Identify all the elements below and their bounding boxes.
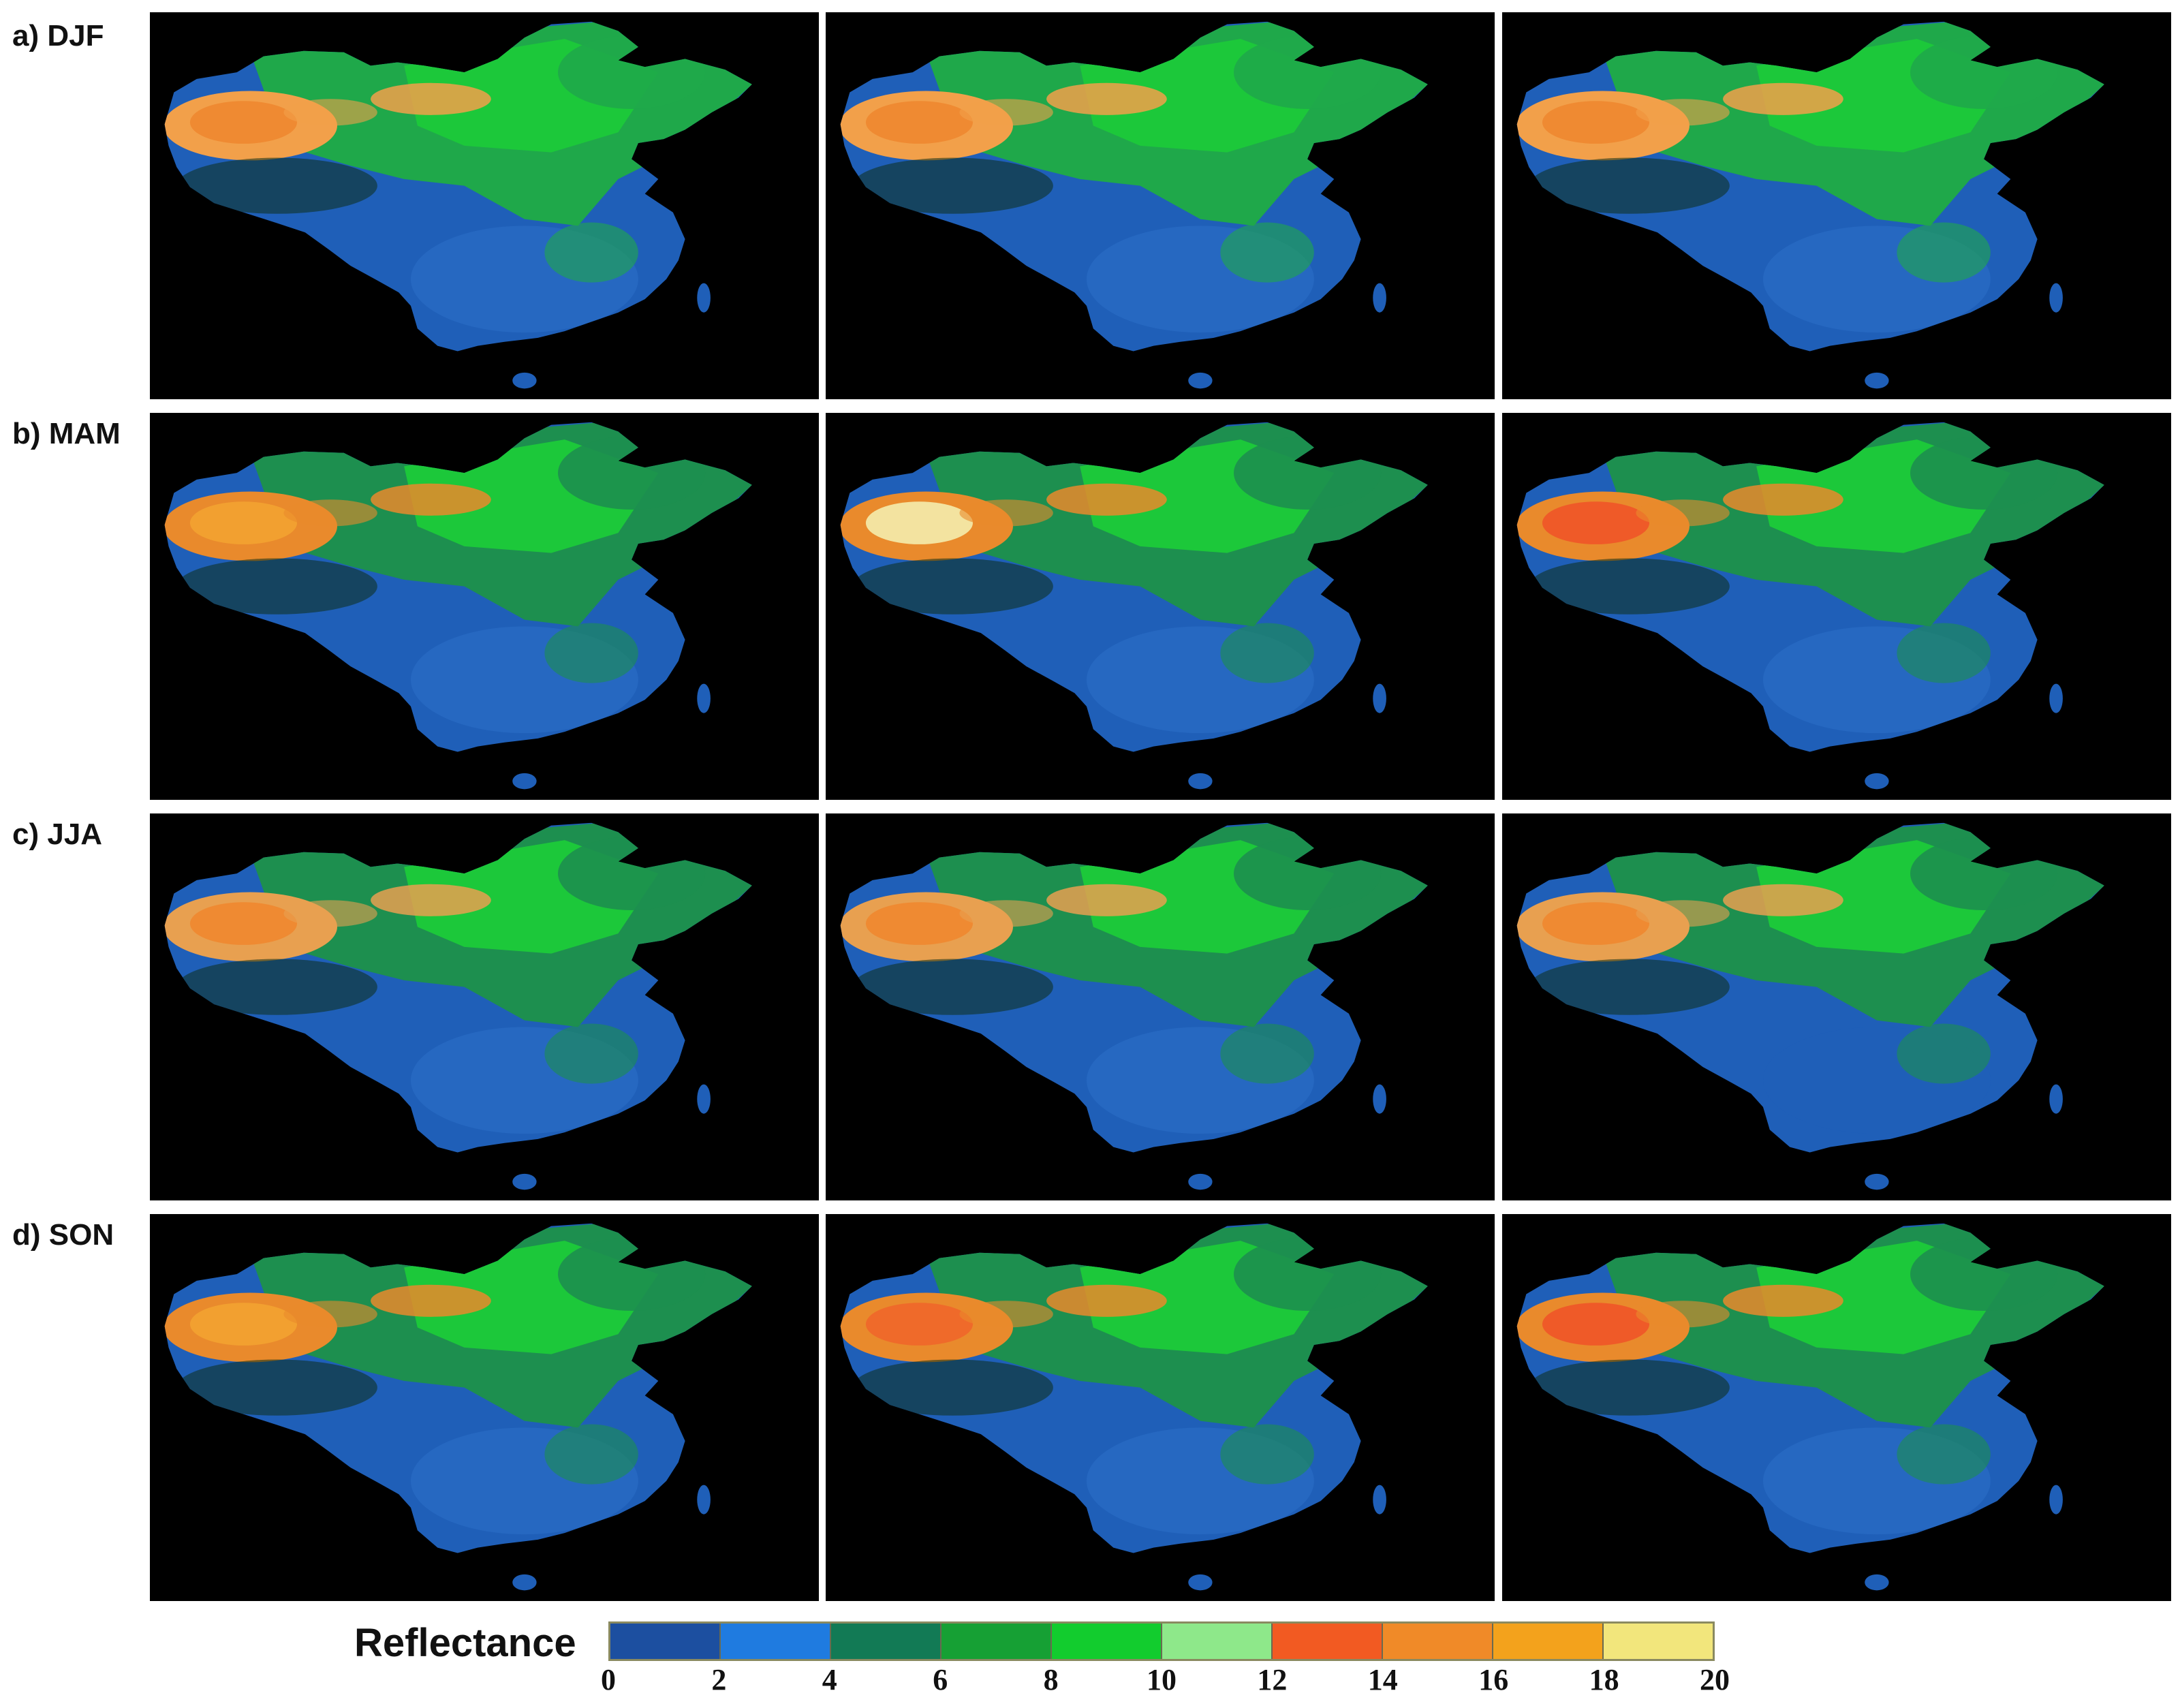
- map-panel-son-3: [1502, 1214, 2171, 1601]
- colorbar-tick-label: 0: [601, 1663, 616, 1696]
- map-panel-mam-1: [150, 413, 819, 800]
- map-panel-jja-2: [826, 813, 1495, 1200]
- colorbar-tick-label: 16: [1478, 1663, 1509, 1696]
- colorbar-segment: [721, 1624, 831, 1659]
- row-label-djf: a) DJF: [12, 19, 104, 52]
- colorbar-tick-label: 8: [1043, 1663, 1059, 1696]
- map-panel-djf-3: [1502, 12, 2171, 399]
- colorbar-segment: [1273, 1624, 1383, 1659]
- colorbar-segment: [610, 1624, 721, 1659]
- map-panel-jja-3: [1502, 813, 2171, 1200]
- colorbar-tick-label: 12: [1257, 1663, 1288, 1696]
- map-panel-djf-1: [150, 12, 819, 399]
- colorbar-tick-label: 10: [1147, 1663, 1177, 1696]
- colorbar-tick-label: 6: [933, 1663, 948, 1696]
- map-panel-son-2: [826, 1214, 1495, 1601]
- row-label-jja: c) JJA: [12, 818, 103, 851]
- colorbar-segment: [831, 1624, 941, 1659]
- colorbar-segment: [1493, 1624, 1604, 1659]
- colorbar-tick-label: 4: [822, 1663, 837, 1696]
- colorbar-segment: [941, 1624, 1052, 1659]
- map-panel-mam-3: [1502, 413, 2171, 800]
- colorbar-tick-label: 14: [1367, 1663, 1398, 1696]
- colorbar-tick-label: 20: [1700, 1663, 1730, 1696]
- map-panel-jja-1: [150, 813, 819, 1200]
- map-panel-son-1: [150, 1214, 819, 1601]
- colorbar-segment: [1383, 1624, 1493, 1659]
- colorbar-tick-label: 2: [711, 1663, 727, 1696]
- colorbar-segment: [1604, 1624, 1713, 1659]
- map-panel-djf-2: [826, 12, 1495, 399]
- map-panel-mam-2: [826, 413, 1495, 800]
- colorbar: [608, 1621, 1715, 1661]
- colorbar-tick-label: 18: [1589, 1663, 1619, 1696]
- row-label-mam: b) MAM: [12, 417, 121, 450]
- row-label-son: d) SON: [12, 1218, 114, 1252]
- colorbar-segment: [1052, 1624, 1162, 1659]
- colorbar-segment: [1162, 1624, 1273, 1659]
- colorbar-title: Reflectance: [354, 1621, 576, 1665]
